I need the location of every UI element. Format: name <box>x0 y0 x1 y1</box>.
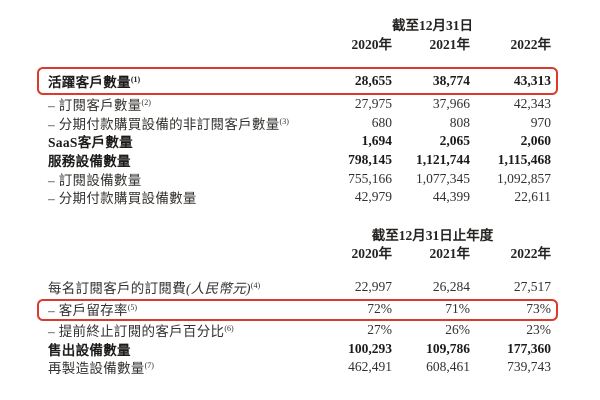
metric-label-text: – 訂閱設備數量 <box>48 172 142 188</box>
metric-label-text: SaaS客戶數量 <box>48 135 133 151</box>
metric-value: 43,313 <box>513 72 551 88</box>
metric-row-highlighted: 活躍客戶數量(1) 28,655 38,774 43,313 <box>37 66 558 95</box>
metric-value: 38,774 <box>432 72 470 88</box>
metric-value: 177,360 <box>507 340 551 356</box>
year-column-header: 2021年 <box>429 37 471 53</box>
metric-label: 活躍客戶數量(1) <box>48 71 314 91</box>
metric-value: 26% <box>445 322 470 338</box>
year-column-header: 2020年 <box>351 246 393 262</box>
metric-value: 1,092,857 <box>497 170 551 186</box>
metric-value: 739,743 <box>507 359 551 375</box>
metric-value: 1,121,744 <box>416 152 470 168</box>
metric-row: – 訂閱設備數量 755,166 1,077,345 1,092,857 <box>48 169 551 188</box>
metric-value: 462,491 <box>348 359 392 375</box>
metric-value: 27% <box>367 322 392 338</box>
metric-value: 680 <box>371 114 392 130</box>
year-column-header: 2021年 <box>429 246 471 262</box>
footnote-marker: (3) <box>279 116 289 126</box>
metric-label-text: 售出設備數量 <box>48 342 131 358</box>
footnote-marker: (4) <box>250 280 261 290</box>
metric-label: 每名訂閱客戶的訂閱費(人民幣元)(4) <box>48 277 314 297</box>
section-spacer <box>48 262 551 278</box>
metric-label-text: – 提前終止訂閱的客戶百分比 <box>48 324 225 340</box>
metric-label-text: 再製造設備數量 <box>48 361 145 377</box>
metric-value: 37,966 <box>432 96 470 112</box>
metric-value: 71% <box>445 300 470 316</box>
metric-value: 755,166 <box>348 170 392 186</box>
metric-label: – 分期付款購買設備的非訂閱客戶數量(3) <box>48 113 314 133</box>
year-column-header: 2020年 <box>351 37 393 53</box>
period-header: 截至12月31日止年度 <box>371 228 494 243</box>
metric-row: 再製造設備數量(7) 462,491 608,461 739,743 <box>48 358 551 377</box>
metric-value: 42,979 <box>354 189 392 205</box>
metric-label-text: 服務設備數量 <box>48 154 131 170</box>
metric-row: – 提前終止訂閱的客戶百分比(6) 27% 26% 23% <box>48 321 551 340</box>
metric-value: 44,399 <box>432 189 470 205</box>
metric-label-text: – 訂閱客戶數量 <box>48 98 142 114</box>
year-header-row: 2020年 2021年 2022年 <box>48 243 552 262</box>
metric-value: 1,115,468 <box>497 152 551 168</box>
year-header-row: 2020年 2021年 2022年 <box>48 34 552 53</box>
section-year-ended-dec31: 截至12月31日止年度 2020年 2021年 2022年每名訂閱客戶的訂閱費(人民幣… <box>37 225 558 377</box>
metric-label: – 分期付款購買設備數量 <box>48 187 314 207</box>
metric-value: 2,065 <box>439 133 470 149</box>
metric-value: 2,060 <box>520 133 551 149</box>
metric-label-parenthetical: (人民幣元) <box>186 280 251 296</box>
section-as-of-dec31: 截至12月31日 2020年 2021年 2022年活躍客戶數量(1) 28,655 38… <box>37 14 558 207</box>
metric-label: 再製造設備數量(7) <box>48 357 314 377</box>
metric-value: 27,975 <box>354 96 392 112</box>
metric-value: 608,461 <box>426 359 470 375</box>
metric-value: 73% <box>526 300 551 316</box>
metric-value: 808 <box>449 114 470 130</box>
metric-label-text: – 客戶留存率 <box>48 302 128 318</box>
metric-row-highlighted: – 客戶留存率(5) 72% 71% 73% <box>37 296 558 321</box>
metric-value: 22,611 <box>514 189 551 205</box>
metric-value: 42,343 <box>513 96 551 112</box>
metric-label: – 訂閱客戶數量(2) <box>48 94 314 114</box>
metric-row: – 分期付款購買設備的非訂閱客戶數量(3) 680 808 970 <box>48 113 551 132</box>
metric-value: 100,293 <box>348 340 392 356</box>
metric-row: – 分期付款購買設備數量 42,979 44,399 22,611 <box>48 188 551 207</box>
footnote-marker: (1) <box>130 74 141 84</box>
metric-value: 970 <box>530 114 551 130</box>
metric-value: 26,284 <box>432 278 470 294</box>
metric-label-text: – 分期付款購買設備數量 <box>48 191 197 207</box>
period-header: 截至12月31日 <box>392 18 473 33</box>
footnote-marker: (7) <box>144 361 154 371</box>
metric-label: – 提前終止訂閱的客戶百分比(6) <box>48 320 314 340</box>
metric-row: 服務設備數量 798,145 1,121,744 1,115,468 <box>48 151 551 170</box>
year-column-header: 2022年 <box>510 37 552 53</box>
metric-label: 售出設備數量 <box>48 339 314 359</box>
footnote-marker: (2) <box>141 98 151 108</box>
metric-label-text: 每名訂閱客戶的訂閱費 <box>48 280 186 296</box>
footnote-marker: (6) <box>224 324 234 334</box>
metric-row: – 訂閱客戶數量(2) 27,975 37,966 42,343 <box>48 95 551 114</box>
year-column-header: 2022年 <box>510 246 552 262</box>
metric-label: 服務設備數量 <box>48 150 314 170</box>
metric-value: 28,655 <box>354 72 392 88</box>
footnote-marker: (5) <box>127 302 138 312</box>
metric-value: 23% <box>526 322 551 338</box>
metric-row: 售出設備數量 100,293 109,786 177,360 <box>48 340 551 359</box>
period-header-row: 截至12月31日 <box>48 14 551 34</box>
metric-label-text: – 分期付款購買設備的非訂閱客戶數量 <box>48 116 280 132</box>
metric-label: – 客戶留存率(5) <box>48 299 314 319</box>
period-header-row: 截至12月31日止年度 <box>48 225 551 243</box>
section-spacer <box>48 53 551 67</box>
metric-label: – 訂閱設備數量 <box>48 169 314 189</box>
metric-value: 72% <box>367 300 392 316</box>
metric-value: 798,145 <box>348 152 392 168</box>
metric-value: 1,694 <box>361 133 392 149</box>
metric-row: SaaS客戶數量 1,694 2,065 2,060 <box>48 132 551 151</box>
metric-value: 109,786 <box>426 340 470 356</box>
metric-label-text: 活躍客戶數量 <box>48 74 131 90</box>
metric-value: 1,077,345 <box>416 170 470 186</box>
metric-value: 27,517 <box>513 278 551 294</box>
metric-label: SaaS客戶數量 <box>48 131 314 151</box>
metric-value: 22,997 <box>354 278 392 294</box>
metric-row: 每名訂閱客戶的訂閱費(人民幣元)(4) 22,997 26,284 27,517 <box>48 278 551 297</box>
